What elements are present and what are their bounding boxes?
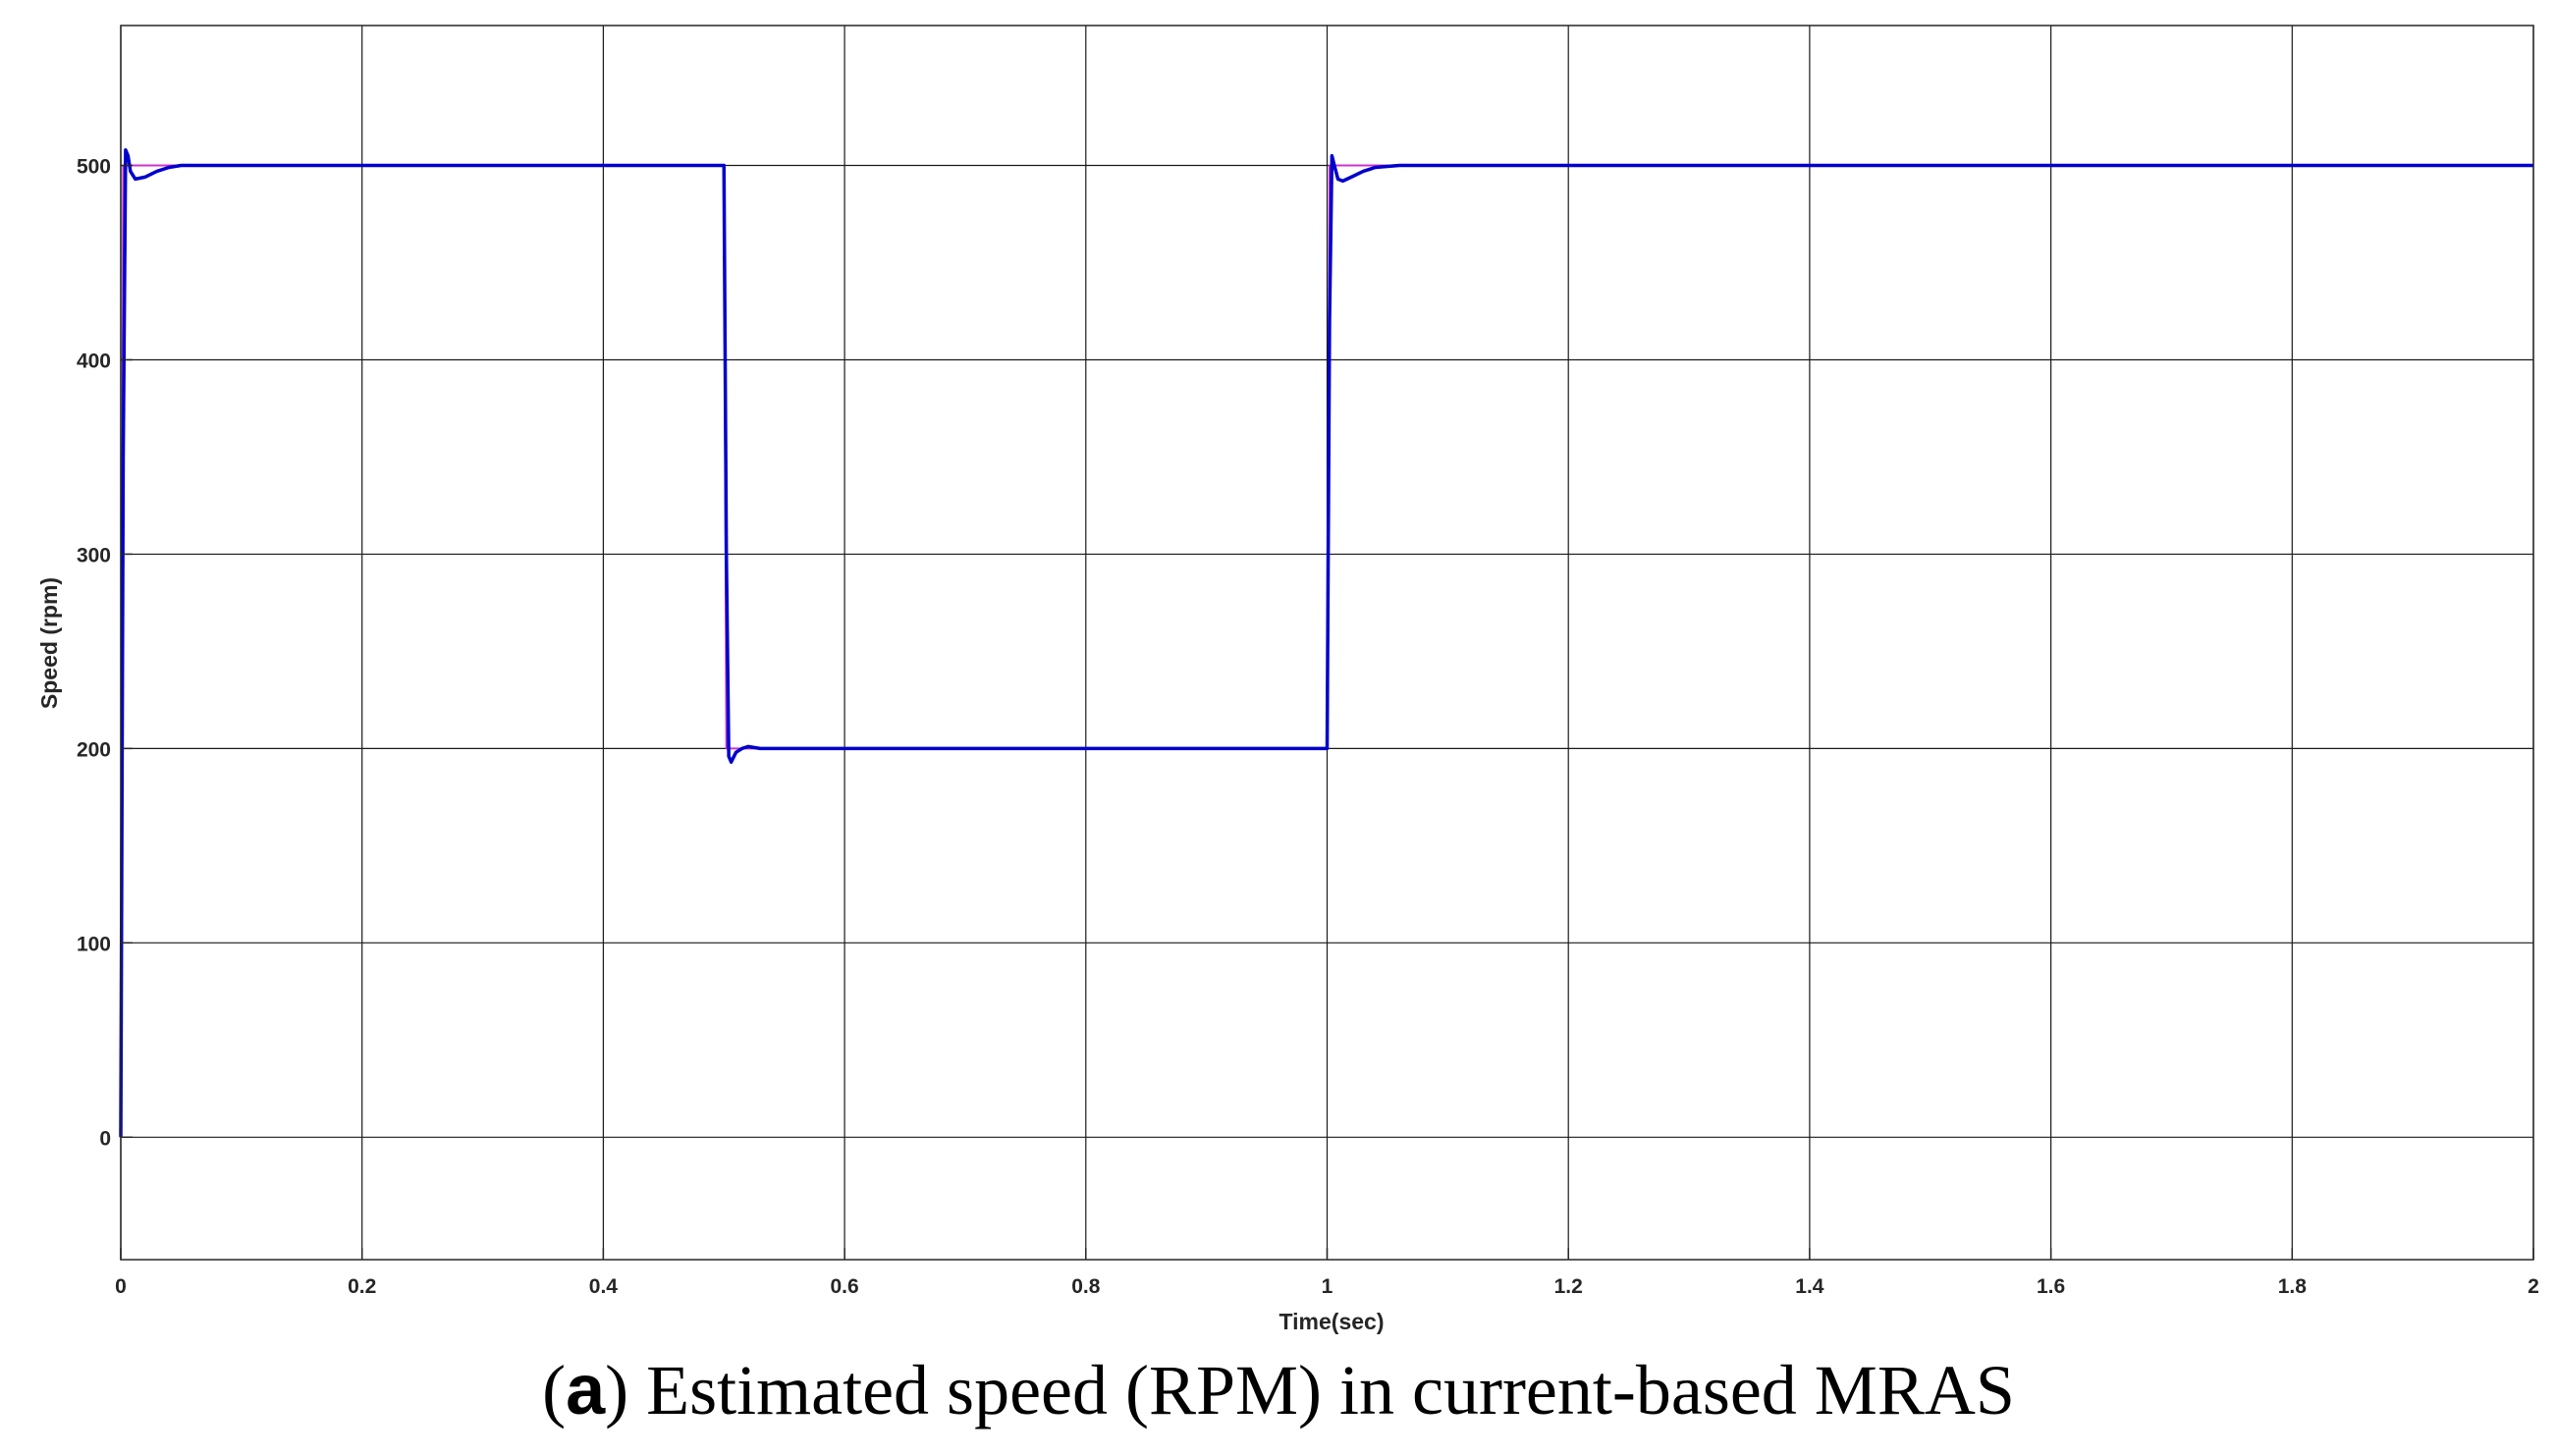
y-tick-label: 200 [77, 738, 111, 761]
y-tick-label: 100 [77, 933, 111, 955]
x-tick-label: 0.8 [1071, 1275, 1101, 1298]
x-tick-label: 1.2 [1554, 1275, 1583, 1298]
caption-letter: a [566, 1351, 606, 1429]
caption-open-paren: ( [542, 1351, 567, 1429]
x-tick-label: 2 [2528, 1275, 2539, 1298]
x-tick-label: 0.2 [348, 1275, 376, 1298]
x-tick-label: 0 [115, 1275, 127, 1298]
y-tick-label: 400 [77, 350, 111, 372]
x-tick-label: 0.6 [830, 1275, 858, 1298]
caption-text: ) Estimated speed (RPM) in current-based… [605, 1351, 2015, 1429]
figure-caption: (a) Estimated speed (RPM) in current-bas… [0, 1350, 2557, 1431]
x-tick-label: 1 [1322, 1275, 1333, 1298]
y-tick-label: 300 [77, 544, 111, 566]
x-axis-label: Time(sec) [1279, 1309, 1385, 1334]
x-tick-label: 1.8 [2278, 1275, 2308, 1298]
x-tick-label: 1.6 [2037, 1275, 2065, 1298]
y-axis-ticks: 0 100 200 300 400 500 [77, 156, 133, 1150]
y-axis-label: Speed (rpm) [36, 577, 62, 709]
x-axis-ticks: 0 0.2 0.4 0.6 0.8 1 1.2 1.4 1.6 1.8 2 [115, 1248, 2539, 1298]
y-tick-label: 0 [99, 1127, 111, 1150]
x-tick-label: 1.4 [1795, 1275, 1824, 1298]
y-tick-label: 500 [77, 156, 111, 179]
x-tick-label: 0.4 [589, 1275, 619, 1298]
series-line-estimated [119, 147, 2533, 1138]
